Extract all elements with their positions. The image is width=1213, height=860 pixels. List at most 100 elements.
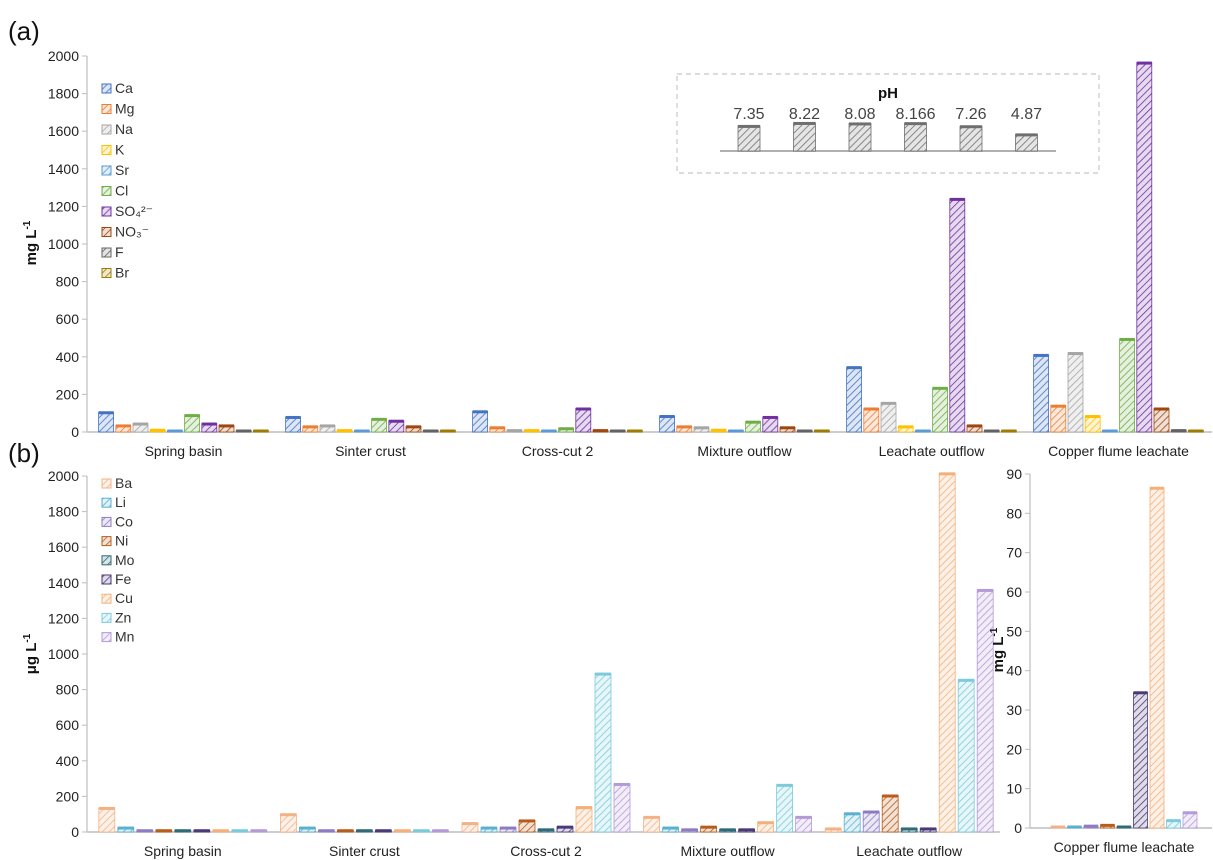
y-tick-label: 60 — [1006, 584, 1022, 600]
legend-swatch-so — [101, 206, 112, 217]
bar-cap-mo-sinter-crust — [356, 829, 373, 833]
y-tick-label: 20 — [1006, 741, 1022, 757]
bar-cap-li-copper-flume-leachate — [1067, 825, 1082, 829]
y-tick-label: 40 — [1006, 663, 1022, 679]
x-category-label: Sinter crust — [335, 443, 406, 459]
bar-cap-fe-leachate-outflow — [920, 827, 937, 831]
bar-cap-ca-sinter-crust — [285, 415, 301, 419]
bar-so-leachate-outflow — [949, 198, 966, 433]
panel-label-b: (b) — [8, 438, 40, 468]
bar-cap-zn-mixture-outflow — [776, 783, 793, 787]
bar-cap-na-sinter-crust — [320, 424, 335, 428]
ph-bar-cap — [1015, 133, 1038, 137]
bar-cap-na-spring-basin — [133, 422, 148, 426]
bar-cap-li-sinter-crust — [299, 826, 316, 830]
bar-ca-leachate-outflow — [846, 366, 862, 433]
ph-bar-cap — [849, 122, 871, 126]
bar-cap-no-cross-cut-2 — [593, 429, 608, 433]
bar-cap-f-cross-cut-2 — [610, 429, 626, 433]
y-tick-label: 0 — [1014, 820, 1022, 836]
bar-cap-na-cross-cut-2 — [507, 429, 522, 433]
bar-cap-so-copper-flume-leachate — [1136, 61, 1152, 65]
bar-cap-ba-spring-basin — [98, 806, 115, 810]
y-axis-label: μg L-1 — [22, 633, 40, 674]
bar-cap-ba-cross-cut-2 — [462, 822, 478, 826]
bar-cap-br-leachate-outflow — [1001, 429, 1017, 433]
y-tick-label: 2000 — [48, 48, 79, 64]
ph-bar-cap — [738, 124, 760, 128]
ph-bar — [904, 122, 927, 152]
bar-cap-cu-copper-flume-leachate — [1150, 486, 1164, 490]
bar-cap-ni-mixture-outflow — [700, 825, 717, 829]
legend-label-k: K — [115, 142, 125, 158]
legend-swatch-f — [101, 247, 112, 258]
bar-cap-mg-spring-basin — [115, 424, 131, 428]
bar-ba-sinter-crust — [279, 813, 297, 833]
ph-bar — [737, 125, 761, 152]
bar-mn-mixture-outflow — [795, 816, 812, 833]
bar-li-leachate-outflow — [843, 812, 861, 833]
bar-cap-f-sinter-crust — [423, 429, 439, 433]
legend-swatch-sr — [101, 165, 112, 176]
bar-ba-mixture-outflow — [643, 816, 660, 833]
bar-cap-cl-spring-basin — [184, 414, 200, 418]
bar-mn-cross-cut-2 — [613, 783, 631, 833]
bar-cap-cl-cross-cut-2 — [558, 427, 574, 431]
y-tick-label: 1600 — [48, 123, 79, 139]
legend-label-mg: Mg — [115, 101, 134, 117]
bar-cap-ba-leachate-outflow — [825, 827, 842, 831]
ph-bar — [959, 125, 983, 152]
legend-swatch-zn — [101, 612, 112, 623]
y-tick-label: 2000 — [48, 468, 79, 484]
legend-swatch-na — [101, 124, 112, 135]
legend-swatch-cu — [101, 593, 112, 604]
bar-ni-leachate-outflow — [881, 795, 899, 833]
legend-swatch-ca — [101, 83, 112, 94]
bar-cap-zn-leachate-outflow — [958, 678, 975, 682]
bar-na-copper-flume-leachate — [1067, 352, 1084, 433]
bar-cl-copper-flume-leachate — [1119, 338, 1135, 433]
bar-cap-sr-spring-basin — [167, 429, 183, 433]
legend-label-zn: Zn — [115, 609, 131, 625]
ph-bar-cap — [904, 122, 927, 126]
bar-so-copper-flume-leachate — [1136, 62, 1153, 433]
bar-cap-fe-cross-cut-2 — [557, 825, 573, 829]
bar-cap-li-mixture-outflow — [662, 826, 679, 830]
y-tick-label: 1400 — [48, 575, 79, 591]
bar-cap-zn-spring-basin — [231, 829, 248, 833]
y-tick-label: 1000 — [48, 236, 79, 252]
bar-cap-ni-copper-flume-leachate — [1100, 823, 1115, 827]
bar-cap-fe-spring-basin — [193, 829, 210, 833]
y-tick-label: 0 — [71, 824, 79, 840]
legend-swatch-mo — [101, 555, 112, 566]
bar-cap-fe-mixture-outflow — [738, 828, 755, 832]
bar-cap-co-sinter-crust — [318, 829, 335, 833]
bar-cap-mg-cross-cut-2 — [489, 426, 505, 430]
y-tick-label: 10 — [1006, 781, 1022, 797]
bar-cap-na-leachate-outflow — [881, 401, 896, 405]
bar-cap-ca-leachate-outflow — [846, 366, 862, 370]
bar-cu-cross-cut-2 — [575, 806, 593, 833]
bar-cap-cu-cross-cut-2 — [576, 806, 592, 810]
x-category-label: Leachate outflow — [879, 443, 986, 459]
bar-mn-copper-flume-leachate — [1182, 811, 1198, 829]
legend-label-fe: Fe — [115, 571, 132, 587]
bar-k-copper-flume-leachate — [1084, 415, 1101, 433]
bar-cap-sr-copper-flume-leachate — [1102, 429, 1118, 433]
bar-cap-mn-mixture-outflow — [795, 815, 812, 819]
bar-cap-mo-leachate-outflow — [901, 827, 918, 831]
x-category-label: Leachate outflow — [856, 843, 963, 859]
bar-cap-li-cross-cut-2 — [481, 826, 497, 830]
ph-inset-box — [676, 73, 1100, 174]
ph-bar — [793, 122, 816, 152]
bar-cap-ba-mixture-outflow — [643, 815, 660, 819]
bar-cap-zn-sinter-crust — [413, 829, 430, 833]
bar-cap-br-spring-basin — [253, 429, 269, 433]
bar-mg-leachate-outflow — [863, 408, 880, 433]
legend-label-no: NO₃⁻ — [115, 224, 149, 240]
legend-swatch-k — [101, 145, 112, 155]
legend-label-so: SO₄²⁻ — [115, 203, 153, 219]
y-tick-label: 1200 — [48, 198, 79, 214]
y-tick-label: 800 — [56, 274, 80, 290]
